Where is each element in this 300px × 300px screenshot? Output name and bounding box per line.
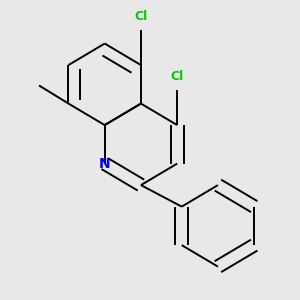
Text: Cl: Cl (171, 70, 184, 83)
Text: N: N (99, 157, 110, 171)
Text: Cl: Cl (134, 10, 148, 23)
